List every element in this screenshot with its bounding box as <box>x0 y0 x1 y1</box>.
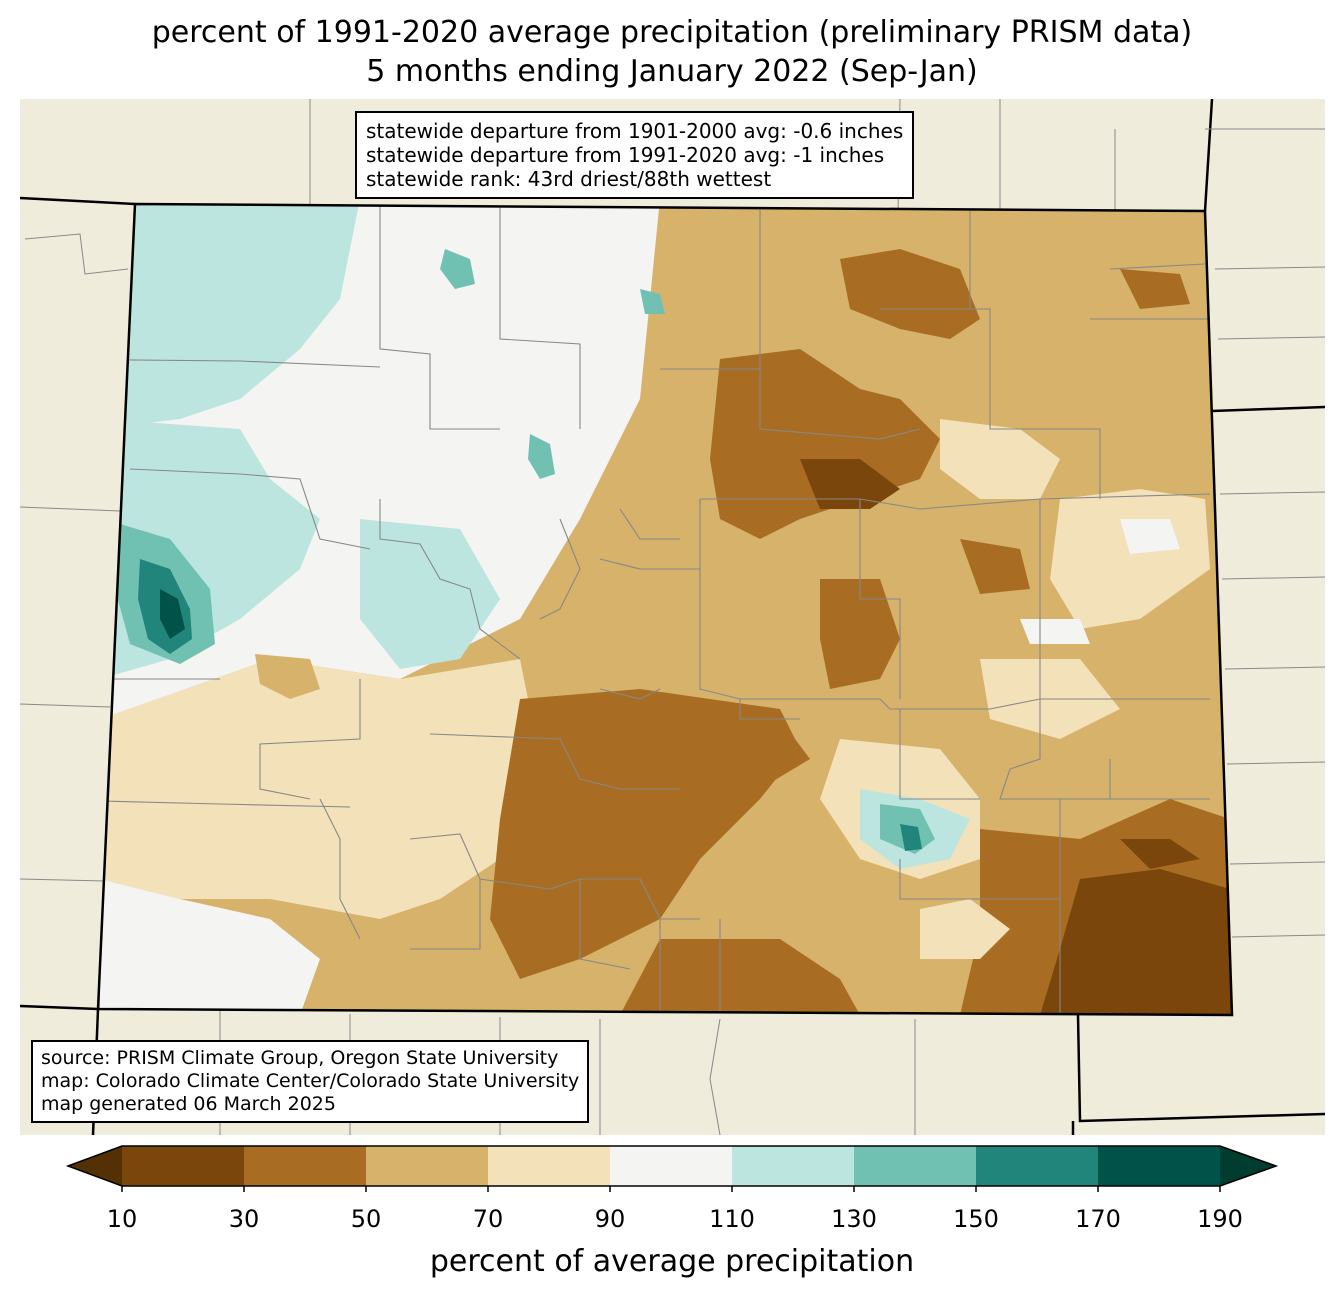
colorbar <box>65 1145 1279 1192</box>
stats-departure-1991: statewide departure from 1991-2020 avg: … <box>366 143 885 167</box>
credits-map: map: Colorado Climate Center/Colorado St… <box>41 1070 580 1092</box>
colorbar-tick-label: 170 <box>1075 1205 1121 1233</box>
credits-generated: map generated 06 March 2025 <box>41 1093 336 1115</box>
stats-departure-1901: statewide departure from 1901-2000 avg: … <box>366 119 904 143</box>
colorbar-segment <box>610 1146 733 1186</box>
colorbar-tick-label: 190 <box>1197 1205 1243 1233</box>
colorbar-tick-label: 130 <box>831 1205 877 1233</box>
colorbar-label: percent of average precipitation <box>429 1244 915 1279</box>
map-title: percent of 1991-2020 average precipitati… <box>151 15 1193 50</box>
colorbar-tick-label: 50 <box>350 1205 382 1233</box>
colorbar-tick-label: 150 <box>953 1205 999 1233</box>
colorado-border <box>96 202 1234 1017</box>
colorbar-segment <box>122 1146 245 1186</box>
colorbar-tick-label: 10 <box>106 1205 138 1233</box>
colorbar-segment <box>1098 1146 1221 1186</box>
colorbar-tick-label: 30 <box>228 1205 260 1233</box>
colorbar-tick-label: 70 <box>472 1205 504 1233</box>
colorbar-tick-label: 90 <box>594 1205 626 1233</box>
colorbar-tick-label: 110 <box>709 1205 755 1233</box>
colorbar-extend-high <box>1220 1146 1276 1186</box>
precipitation-field <box>98 204 1232 1015</box>
colorbar-segment <box>244 1146 367 1186</box>
colorbar-segment <box>732 1146 855 1186</box>
map-subtitle: 5 months ending January 2022 (Sep-Jan) <box>366 54 978 89</box>
credits-source: source: PRISM Climate Group, Oregon Stat… <box>41 1047 559 1069</box>
precipitation-map <box>20 99 1325 1135</box>
colorbar-segment <box>366 1146 489 1186</box>
credits-box: source: PRISM Climate Group, Oregon Stat… <box>31 1040 590 1123</box>
stats-rank: statewide rank: 43rd driest/88th wettest <box>366 167 772 191</box>
colorbar-extend-low <box>68 1146 122 1186</box>
colorbar-segment <box>854 1146 977 1186</box>
colorbar-segment <box>976 1146 1099 1186</box>
statewide-stats-box: statewide departure from 1901-2000 avg: … <box>355 111 915 199</box>
colorbar-segment <box>488 1146 611 1186</box>
county-boundaries <box>98 204 1211 1015</box>
